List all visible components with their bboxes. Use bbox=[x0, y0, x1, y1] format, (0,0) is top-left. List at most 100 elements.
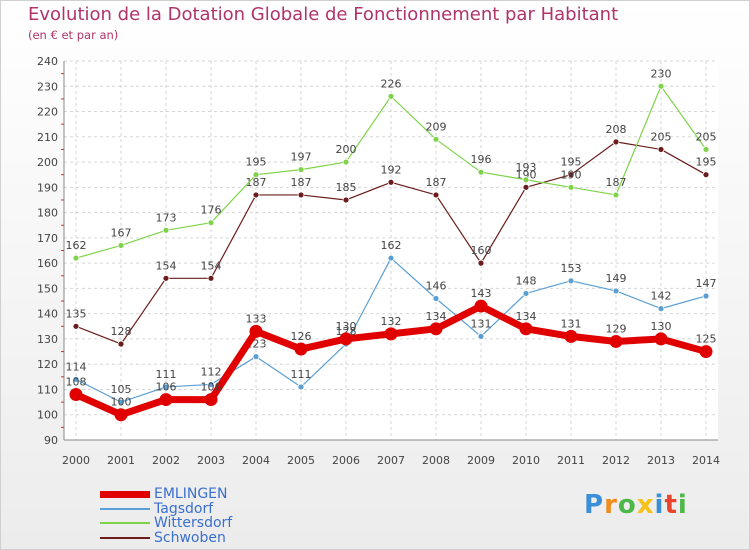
plot-area bbox=[64, 61, 718, 440]
data-point-tagsdorf bbox=[522, 290, 530, 297]
data-label-emlingen: 108 bbox=[66, 376, 87, 389]
data-label-wittersdorf: 200 bbox=[336, 143, 357, 156]
data-label-tagsdorf: 142 bbox=[651, 290, 672, 303]
data-label-wittersdorf: 187 bbox=[606, 176, 627, 189]
data-label-tagsdorf: 111 bbox=[156, 368, 177, 381]
data-label-emlingen: 126 bbox=[291, 330, 312, 343]
logo-letter: r bbox=[604, 490, 618, 520]
data-label-tagsdorf: 114 bbox=[66, 360, 87, 373]
data-label-schwoben: 128 bbox=[111, 325, 132, 338]
data-label-schwoben: 187 bbox=[291, 176, 312, 189]
data-label-wittersdorf: 195 bbox=[246, 156, 267, 169]
data-point-tagsdorf bbox=[567, 277, 575, 285]
data-label-wittersdorf: 209 bbox=[426, 120, 447, 133]
data-label-wittersdorf: 193 bbox=[516, 161, 537, 174]
data-point-wittersdorf bbox=[657, 82, 665, 90]
data-label-schwoben: 208 bbox=[606, 123, 627, 136]
data-point-schwoben bbox=[117, 340, 125, 348]
legend-label-tagsdorf: Tagsdorf bbox=[154, 500, 214, 517]
chart-title: Evolution de la Dotation Globale de Fonc… bbox=[28, 4, 619, 25]
y-tick-label: 230 bbox=[37, 80, 58, 93]
data-point-wittersdorf bbox=[252, 171, 260, 179]
data-label-emlingen: 143 bbox=[471, 287, 492, 300]
data-label-tagsdorf: 131 bbox=[471, 317, 492, 330]
data-point-emlingen bbox=[249, 324, 263, 338]
data-point-emlingen bbox=[159, 393, 173, 407]
y-tick-label: 200 bbox=[37, 156, 58, 169]
chart-subtitle: (en € et par an) bbox=[28, 28, 119, 42]
legend-item-emlingen: EMLINGEN bbox=[100, 487, 232, 502]
data-label-tagsdorf: 147 bbox=[696, 277, 717, 290]
data-label-wittersdorf: 226 bbox=[381, 77, 402, 90]
proxiti-logo: Proxiti bbox=[584, 490, 688, 520]
data-point-schwoben bbox=[342, 196, 350, 204]
data-point-emlingen bbox=[429, 322, 443, 336]
data-point-wittersdorf bbox=[207, 219, 215, 227]
data-point-schwoben bbox=[522, 183, 530, 191]
data-point-tagsdorf bbox=[252, 353, 260, 361]
data-point-wittersdorf bbox=[522, 176, 530, 184]
data-label-schwoben: 205 bbox=[651, 130, 672, 143]
data-point-schwoben bbox=[702, 171, 710, 179]
data-label-tagsdorf: 146 bbox=[426, 280, 447, 293]
data-label-schwoben: 195 bbox=[696, 156, 717, 169]
data-point-wittersdorf bbox=[477, 168, 485, 176]
data-point-tagsdorf bbox=[702, 292, 710, 300]
data-label-schwoben: 195 bbox=[561, 156, 582, 169]
data-point-emlingen bbox=[114, 408, 128, 422]
data-point-schwoben bbox=[252, 191, 260, 199]
data-label-emlingen: 131 bbox=[561, 317, 582, 330]
data-label-tagsdorf: 128 bbox=[336, 325, 357, 338]
x-tick-label: 2009 bbox=[467, 454, 495, 467]
data-label-tagsdorf: 153 bbox=[561, 262, 582, 275]
data-label-emlingen: 129 bbox=[606, 322, 627, 335]
y-tick-label: 140 bbox=[37, 308, 58, 321]
data-label-emlingen: 100 bbox=[111, 396, 132, 409]
y-tick-label: 240 bbox=[37, 55, 58, 68]
data-point-tagsdorf bbox=[612, 287, 620, 295]
data-point-tagsdorf bbox=[117, 398, 125, 406]
y-tick-label: 180 bbox=[37, 207, 58, 220]
logo-letter: o bbox=[617, 490, 637, 520]
data-label-emlingen: 134 bbox=[516, 310, 537, 323]
logo-letter: t bbox=[664, 490, 678, 520]
legend-swatch-schwoben bbox=[100, 536, 150, 539]
data-label-emlingen: 125 bbox=[696, 333, 717, 346]
legend-item-wittersdorf: Wittersdorf bbox=[100, 516, 232, 531]
data-point-emlingen bbox=[384, 327, 398, 341]
data-point-tagsdorf bbox=[432, 295, 440, 302]
data-label-wittersdorf: 230 bbox=[651, 67, 672, 80]
data-point-schwoben bbox=[477, 259, 485, 267]
data-point-tagsdorf bbox=[387, 254, 395, 262]
y-tick-label: 90 bbox=[44, 434, 58, 447]
data-label-tagsdorf: 148 bbox=[516, 274, 537, 287]
data-point-wittersdorf bbox=[72, 254, 80, 262]
data-point-schwoben bbox=[567, 171, 575, 179]
data-label-schwoben: 135 bbox=[66, 307, 87, 320]
x-tick-label: 2004 bbox=[242, 454, 270, 467]
data-point-wittersdorf bbox=[702, 146, 710, 153]
y-tick-label: 170 bbox=[37, 232, 58, 245]
data-point-schwoben bbox=[297, 191, 305, 199]
data-point-emlingen bbox=[204, 393, 218, 407]
data-label-tagsdorf: 105 bbox=[111, 383, 132, 396]
x-tick-label: 2002 bbox=[152, 454, 180, 467]
legend-swatch-emlingen bbox=[100, 490, 150, 498]
data-label-schwoben: 185 bbox=[336, 181, 357, 194]
data-point-wittersdorf bbox=[387, 92, 395, 100]
data-label-tagsdorf: 112 bbox=[201, 365, 222, 378]
y-tick-label: 210 bbox=[37, 131, 58, 144]
data-point-schwoben bbox=[432, 191, 440, 199]
data-label-wittersdorf: 196 bbox=[471, 153, 492, 166]
x-tick-label: 2000 bbox=[62, 454, 90, 467]
data-point-schwoben bbox=[612, 138, 620, 146]
data-point-emlingen bbox=[519, 322, 533, 336]
data-label-emlingen: 132 bbox=[381, 315, 402, 328]
data-label-wittersdorf: 197 bbox=[291, 151, 312, 164]
data-point-wittersdorf bbox=[432, 135, 440, 143]
data-point-wittersdorf bbox=[117, 242, 125, 249]
y-tick-label: 100 bbox=[37, 409, 58, 422]
data-point-tagsdorf bbox=[207, 381, 215, 388]
x-tick-label: 2007 bbox=[377, 454, 405, 467]
